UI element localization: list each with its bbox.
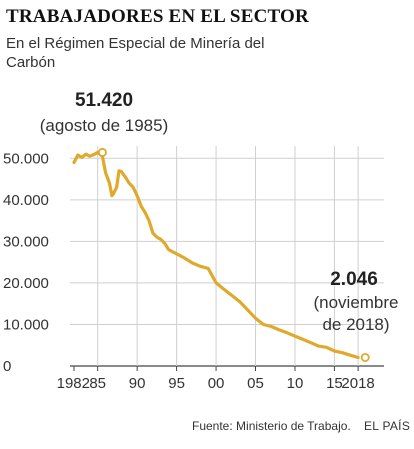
end-marker bbox=[360, 353, 370, 363]
chart-subtitle: En el Régimen Especial de Minería del Ca… bbox=[6, 35, 265, 71]
y-tick-label: 30.000 bbox=[3, 233, 49, 250]
x-tick-label: 1982 bbox=[57, 375, 90, 392]
annotation-end-label-2: de 2018) bbox=[322, 315, 389, 334]
x-tick-label: 90 bbox=[129, 375, 146, 392]
annotation-peak-label: (agosto de 1985) bbox=[40, 116, 169, 135]
brand-logo-text: EL PAÍS bbox=[364, 419, 411, 433]
x-tick-label: 85 bbox=[89, 375, 106, 392]
chart-title: TRABAJADORES EN EL SECTOR bbox=[6, 6, 309, 27]
y-tick-label: 20.000 bbox=[3, 275, 49, 292]
y-tick-label: 50.000 bbox=[3, 150, 49, 167]
annotation-end-value: 2.046 bbox=[330, 269, 378, 290]
y-tick-label: 10.000 bbox=[3, 316, 49, 333]
series-line bbox=[72, 150, 360, 360]
x-tick-label: 05 bbox=[247, 375, 264, 392]
y-tick-label: 0 bbox=[3, 358, 11, 375]
source-note: Fuente: Ministerio de Trabajo. bbox=[192, 419, 351, 433]
peak-marker bbox=[97, 147, 107, 157]
x-tick-label: 15 bbox=[326, 375, 343, 392]
x-tick-label: 95 bbox=[168, 375, 185, 392]
x-tick-label: 10 bbox=[287, 375, 304, 392]
y-tick-label: 40.000 bbox=[3, 192, 49, 209]
annotation-peak-value: 51.420 bbox=[75, 90, 133, 111]
annotation-end-label-1: (noviembre bbox=[313, 293, 398, 312]
x-tick-label: 2018 bbox=[341, 375, 374, 392]
x-tick-label: 00 bbox=[208, 375, 225, 392]
